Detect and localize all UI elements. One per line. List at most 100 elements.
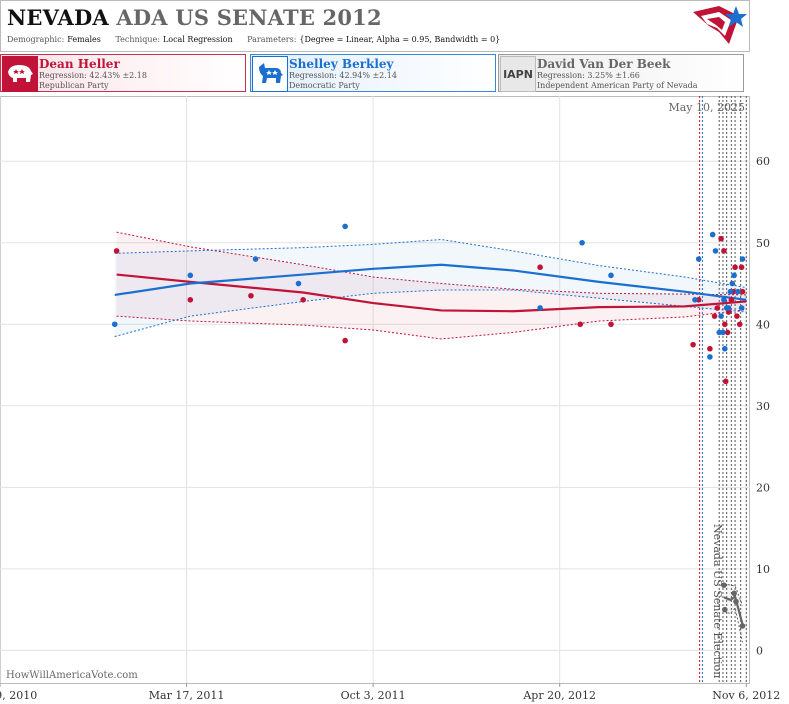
band-upper-line: [114, 238, 747, 289]
confidence-bands: [114, 231, 747, 643]
technique-value: Local Regression: [162, 35, 233, 44]
poll-point: [731, 272, 737, 279]
trend-lines: [114, 263, 747, 625]
poll-point: [692, 297, 698, 303]
poll-point: [707, 354, 713, 360]
poll-point: [577, 321, 584, 328]
poll-point: [721, 297, 727, 303]
confidence-band: [114, 239, 747, 337]
poll-point: [300, 297, 306, 303]
technique-label: Technique:: [115, 35, 160, 44]
poll-point: [732, 264, 738, 271]
candidate-name: Dean Heller: [39, 57, 120, 71]
candidate-party: Democratic Party: [289, 81, 360, 90]
poll-points: [111, 223, 746, 629]
poll-point: [739, 623, 746, 629]
poll-chart: 0 10 20 30 40 50 60 Aug 29, 2010 Mar 17, 2011 Oct…: [0, 96, 780, 702]
poll-point: [739, 288, 746, 295]
y-tick-label: 60: [756, 155, 770, 168]
poll-point: [722, 321, 728, 328]
poll-point: [738, 264, 745, 271]
poll-point: [342, 223, 348, 230]
plot-frame: [0, 96, 750, 684]
poll-point: [733, 598, 739, 605]
trend-line: [114, 263, 747, 301]
band-lower-line: [116, 309, 747, 340]
candidate-regression: Regression: 3.25% ±1.66: [537, 71, 640, 80]
election-label: Nevada US Senate Election: [711, 524, 724, 678]
poll-point: [695, 256, 702, 262]
title-race: ADA US SENATE 2012: [116, 5, 382, 30]
page-title: NEVADA ADA US SENATE 2012: [7, 5, 382, 30]
band-upper-line: [723, 583, 744, 606]
poll-point: [727, 288, 734, 295]
poll-point: [718, 235, 724, 242]
poll-point: [111, 321, 118, 328]
poll-point: [735, 288, 741, 295]
candidate-card-independent: IAPN David Van Der Beek Regression: 3.25…: [498, 54, 744, 92]
poll-point: [731, 590, 737, 597]
poll-point: [712, 248, 719, 254]
poll-point: [722, 378, 729, 385]
poll-point: [342, 337, 348, 344]
poll-point: [724, 329, 731, 336]
poll-point: [187, 297, 194, 303]
poll-point: [711, 313, 718, 319]
demographic-value: Females: [67, 35, 101, 44]
grid: [0, 96, 750, 684]
poll-point: [690, 341, 696, 348]
poll-point: [720, 329, 726, 336]
poll-point: [738, 305, 745, 311]
x-tick-label: Oct 3, 2011: [341, 689, 406, 702]
candidate-card-democratic: Shelley Berkley Regression: 42.94% ±2.14…: [250, 54, 496, 92]
poll-point: [252, 256, 259, 262]
candidate-regression: Regression: 42.43% ±2.18: [39, 71, 147, 80]
candidate-party: Independent American Party of Nevada: [537, 81, 698, 90]
title-state: NEVADA: [7, 5, 109, 30]
poll-point: [248, 292, 254, 299]
band-upper-line: [116, 231, 747, 296]
poll-point: [722, 606, 728, 613]
poll-point: [722, 345, 728, 352]
poll-point: [718, 313, 724, 319]
poll-point: [113, 248, 120, 254]
chart-header: NEVADA ADA US SENATE 2012 Demographic: Fe…: [0, 0, 750, 52]
poll-point: [734, 313, 740, 319]
y-tick-label: 30: [756, 400, 770, 413]
poll-point: [537, 305, 543, 311]
poll-point: [725, 305, 732, 311]
party-badge: IAPN: [500, 56, 536, 92]
poll-point: [721, 248, 727, 254]
donkey-icon: [252, 56, 288, 92]
x-tick-label: Nov 6, 2012: [712, 689, 780, 702]
y-tick-label: 40: [756, 318, 770, 331]
poll-point: [187, 272, 194, 279]
trend-line: [116, 273, 747, 313]
x-tick-label: Mar 17, 2011: [149, 689, 225, 702]
y-tick-label: 20: [756, 481, 770, 494]
parameters-value: {Degree = Linear, Alpha = 0.95, Bandwidt…: [299, 35, 501, 44]
poll-point: [739, 256, 746, 262]
poll-point: [729, 280, 736, 287]
poll-point: [579, 239, 585, 246]
axes: 0 10 20 30 40 50 60 Aug 29, 2010 Mar 17, 2011 Oct…: [0, 155, 780, 702]
candidate-name: David Van Der Beek: [537, 57, 671, 71]
parameters-label: Parameters:: [247, 35, 297, 44]
confidence-band: [116, 232, 747, 339]
poll-point: [608, 321, 614, 328]
candidate-party: Republican Party: [39, 81, 109, 90]
poll-point: [608, 272, 614, 279]
poll-date-lines: [699, 96, 747, 683]
poll-point: [537, 264, 543, 271]
poll-point: [714, 305, 721, 311]
poll-point: [736, 321, 743, 328]
trend-line: [723, 594, 744, 625]
y-tick-label: 50: [756, 237, 770, 250]
poll-point: [721, 582, 727, 588]
x-tick-label: Apr 20, 2012: [522, 689, 596, 702]
date-stamp: May 10, 2025: [668, 101, 745, 114]
elephant-icon: [2, 56, 38, 92]
watermark: HowWillAmericaVote.com: [6, 670, 138, 681]
parameters-line: Demographic: Females Technique: Local Regr…: [7, 35, 512, 44]
poll-point: [709, 231, 716, 238]
